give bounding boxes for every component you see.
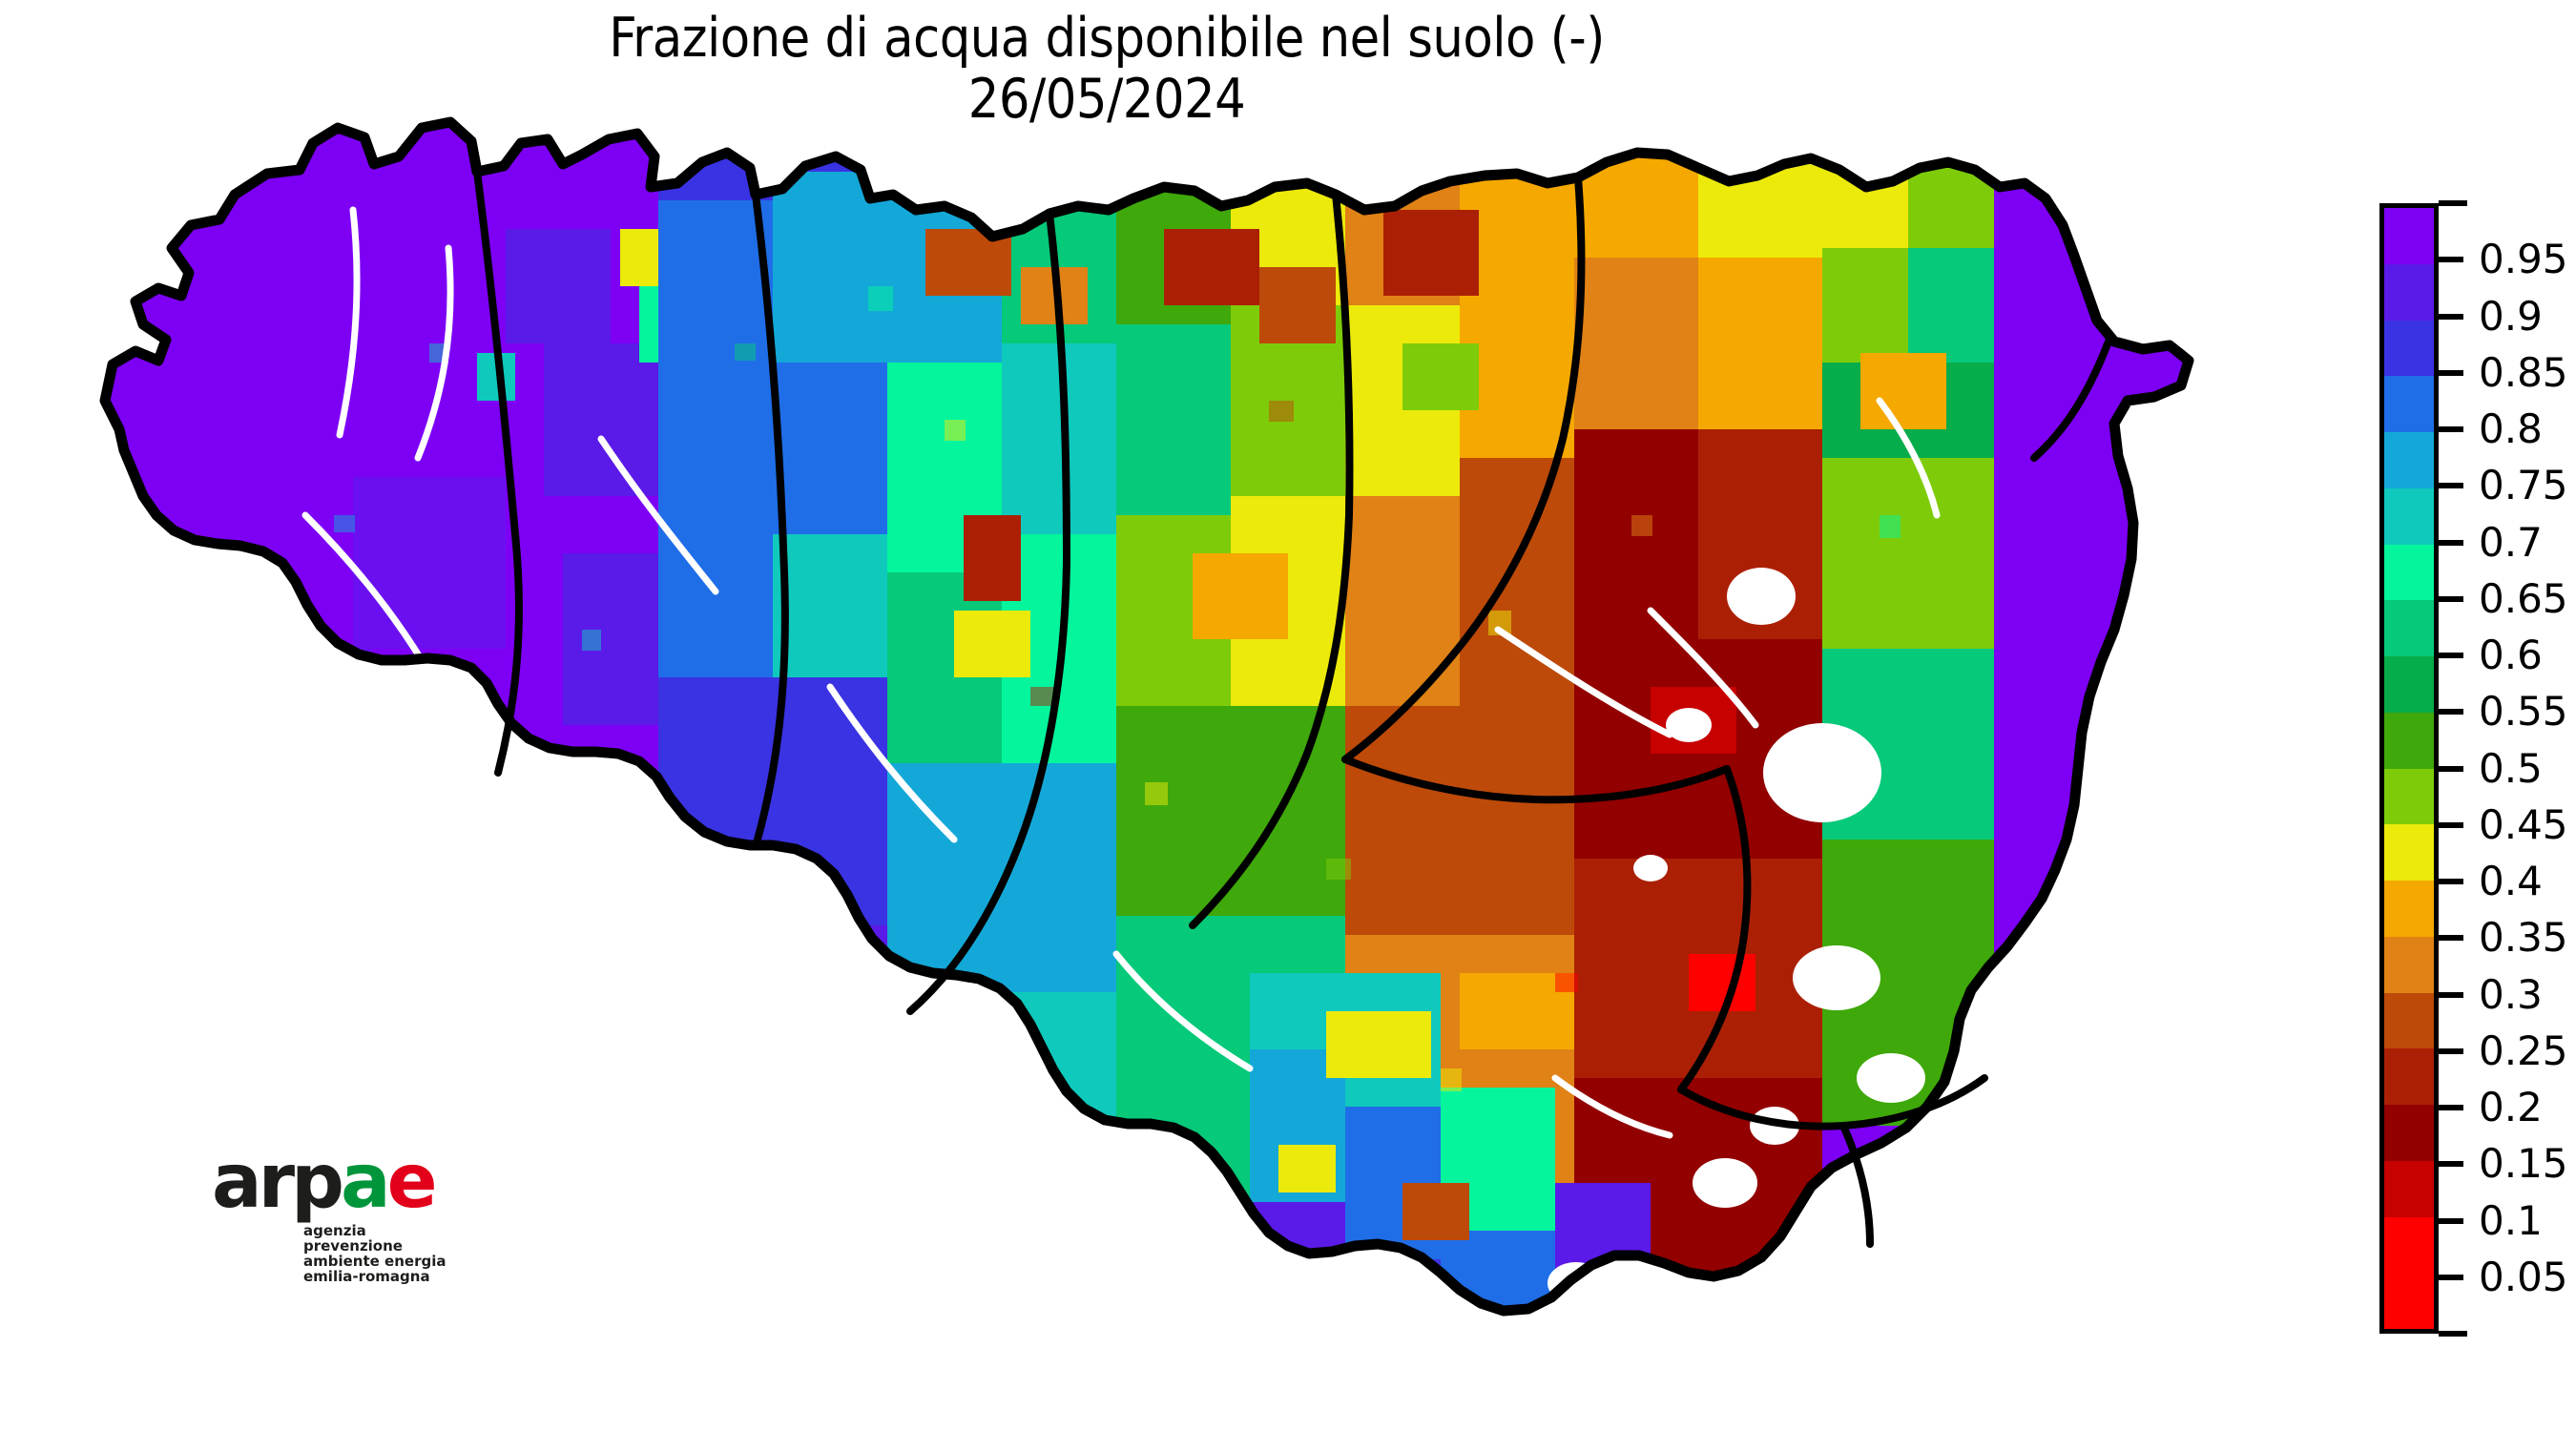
- logo-subtitle-line3: ambiente energia: [303, 1253, 447, 1270]
- colorbar-tick-label: 0.65: [2479, 574, 2568, 622]
- colorbar-band-0.75-0.80: [2384, 432, 2434, 488]
- colorbar-endcap-min: [2439, 1331, 2467, 1337]
- logo-word-part2: a: [340, 1139, 391, 1225]
- tick-mark-icon: [2439, 1274, 2463, 1280]
- river-lines: [301, 206, 1941, 1139]
- colorbar-tick-label: 0.4: [2479, 858, 2543, 904]
- colorbar-endcap-max: [2439, 200, 2467, 206]
- colorbar-band-0.55-0.60: [2384, 656, 2434, 713]
- colorbar-band-0.70-0.75: [2384, 487, 2434, 545]
- colorbar-tick-label: 0.45: [2479, 800, 2568, 848]
- tick-mark-icon: [2439, 483, 2463, 489]
- colorbar: 0.95 0.9 0.85 0.8 0.75 0.7 0.65 0.6 0.55 0.5 0.45 0…: [2379, 200, 2572, 1338]
- colorbar-gradient: [2379, 203, 2439, 1334]
- tick-mark-icon: [2439, 765, 2463, 772]
- colorbar-band-0.05-0.10: [2384, 1216, 2434, 1274]
- tick-mark-icon: [2439, 653, 2463, 658]
- colorbar-band-0.30-0.35: [2384, 936, 2434, 993]
- colorbar-tick-label: 0.8: [2479, 405, 2543, 452]
- colorbar-band-0.80-0.85: [2384, 376, 2434, 432]
- colorbar-band-0.45-0.50: [2384, 768, 2434, 825]
- tick-mark-icon: [2439, 879, 2463, 884]
- colorbar-tick-label: 0.15: [2479, 1140, 2568, 1188]
- logo-word-part3: e: [386, 1139, 438, 1225]
- colorbar-tick-label: 0.75: [2479, 462, 2568, 509]
- tick-mark-icon: [2439, 935, 2463, 942]
- tick-mark-icon: [2439, 426, 2463, 432]
- logo-wordmark: arpae: [212, 1145, 498, 1219]
- logo-subtitle: agenzia prevenzione ambiente energia emi…: [303, 1223, 498, 1284]
- colorbar-tick-label: 0.5: [2479, 744, 2543, 792]
- colorbar-tick-label: 0.3: [2479, 970, 2543, 1018]
- province-boundaries: [473, 168, 2112, 1248]
- colorbar-band-0.85-0.90: [2384, 320, 2434, 377]
- tick-mark-icon: [2439, 1217, 2463, 1224]
- colorbar-band-0.40-0.45: [2384, 824, 2434, 881]
- colorbar-tick-label: 0.05: [2479, 1253, 2568, 1300]
- map-panel: [67, 114, 2337, 1364]
- colorbar-band-0.15-0.20: [2384, 1105, 2434, 1161]
- tick-mark-icon: [2439, 1105, 2463, 1110]
- colorbar-tick-label: 0.6: [2479, 632, 2543, 678]
- tick-mark-icon: [2439, 991, 2463, 998]
- page-title: Frazione di acqua disponibile nel suolo …: [0, 8, 2213, 130]
- colorbar-tick-label: 0.25: [2479, 1027, 2568, 1074]
- logo-subtitle-line2: prevenzione: [303, 1237, 403, 1255]
- colorbar-tick-label: 0.55: [2479, 688, 2568, 736]
- tick-mark-icon: [2439, 709, 2463, 716]
- colorbar-band-0.50-0.55: [2384, 712, 2434, 769]
- soil-water-fraction-map: [67, 114, 2337, 1364]
- tick-mark-icon: [2439, 539, 2463, 546]
- colorbar-tick-label: 0.9: [2479, 292, 2543, 340]
- colorbar-tick-label: 0.35: [2479, 914, 2568, 962]
- tick-mark-icon: [2439, 1161, 2463, 1168]
- colorbar-band-0.90-0.95: [2384, 263, 2434, 321]
- tick-mark-icon: [2439, 313, 2463, 320]
- colorbar-tick-label: 0.85: [2479, 348, 2568, 396]
- title-line-variable: Frazione di acqua disponibile nel suolo …: [609, 7, 1605, 70]
- tick-mark-icon: [2439, 1047, 2463, 1054]
- tick-mark-icon: [2439, 821, 2463, 828]
- tick-mark-icon: [2439, 257, 2463, 263]
- colorbar-band-0.25-0.30: [2384, 992, 2434, 1049]
- colorbar-band-0.10-0.15: [2384, 1160, 2434, 1217]
- title-line-date: 26/05/2024: [967, 68, 1246, 131]
- colorbar-tick-label: 0.1: [2479, 1196, 2543, 1244]
- tick-mark-icon: [2439, 369, 2463, 376]
- colorbar-tick-label: 0.95: [2479, 236, 2568, 283]
- colorbar-band-0.35-0.40: [2384, 881, 2434, 937]
- logo-subtitle-line1: agenzia: [303, 1222, 366, 1239]
- logo-subtitle-line4: emilia-romagna: [303, 1268, 430, 1285]
- colorbar-band-0.65-0.70: [2384, 544, 2434, 601]
- colorbar-band-0.60-0.65: [2384, 600, 2434, 656]
- colorbar-tick-label: 0.7: [2479, 518, 2543, 566]
- colorbar-band-0.20-0.25: [2384, 1048, 2434, 1105]
- colorbar-tick-label: 0.2: [2479, 1084, 2543, 1130]
- logo-word-part1: arp: [212, 1139, 344, 1225]
- colorbar-band-0.95-1.00: [2384, 208, 2434, 264]
- arpae-logo: arpae agenzia prevenzione ambiente energ…: [212, 1145, 498, 1297]
- colorbar-ticks: 0.95 0.9 0.85 0.8 0.75 0.7 0.65 0.6 0.55 0.5 0.45 0…: [2439, 200, 2572, 1337]
- tick-mark-icon: [2439, 595, 2463, 602]
- colorbar-band-0.00-0.05: [2384, 1273, 2434, 1329]
- no-data-areas: [1548, 568, 1925, 1304]
